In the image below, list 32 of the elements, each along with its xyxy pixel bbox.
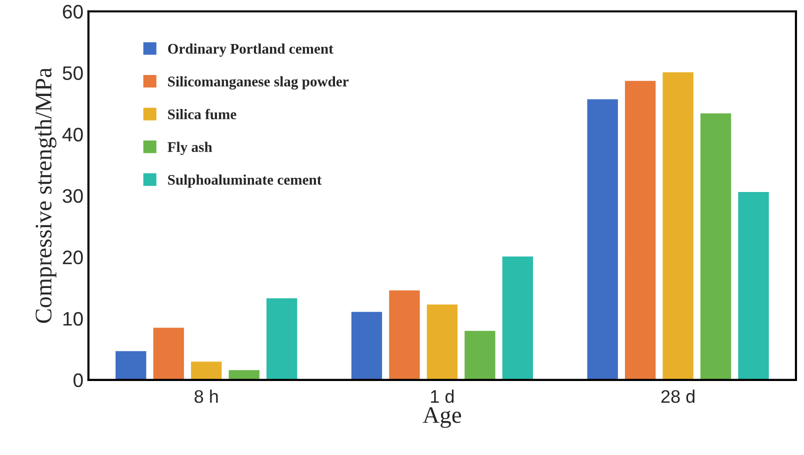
bar (736, 190, 770, 380)
legend-label: Silicomanganese slag powder (168, 76, 349, 90)
y-tick-label: 40 (62, 128, 83, 142)
legend-label: Sulphoaluminate cement (168, 174, 322, 188)
y-axis-title: Compressive strength/MPa (34, 68, 56, 323)
legend-label: Ordinary Portland cement (168, 43, 334, 57)
legend-label: Fly ash (168, 142, 212, 156)
x-tick-label: 1 d (431, 390, 454, 403)
y-tick-label: 0 (74, 373, 83, 388)
bar (350, 310, 384, 380)
bar (463, 329, 497, 380)
y-tick-label: 50 (62, 66, 83, 80)
bar (265, 296, 299, 380)
bar (190, 360, 224, 380)
legend-label: Silica fume (168, 108, 236, 120)
bar (114, 350, 148, 380)
bar (425, 303, 459, 380)
y-tick-label: 10 (63, 312, 83, 326)
x-tick-label: 8 h (194, 390, 218, 403)
bar (388, 288, 422, 380)
bar (500, 255, 534, 380)
bar (699, 112, 733, 380)
y-tick-label: 20 (62, 250, 83, 264)
y-tick-label: 30 (62, 189, 83, 203)
bar (152, 326, 186, 380)
bar (624, 79, 658, 380)
x-axis-title: Age (422, 407, 462, 428)
bar (661, 70, 695, 380)
bar (227, 368, 261, 380)
bar (586, 98, 620, 380)
x-tick-label: 28 d (661, 390, 694, 403)
y-tick-label: 60 (62, 4, 83, 19)
